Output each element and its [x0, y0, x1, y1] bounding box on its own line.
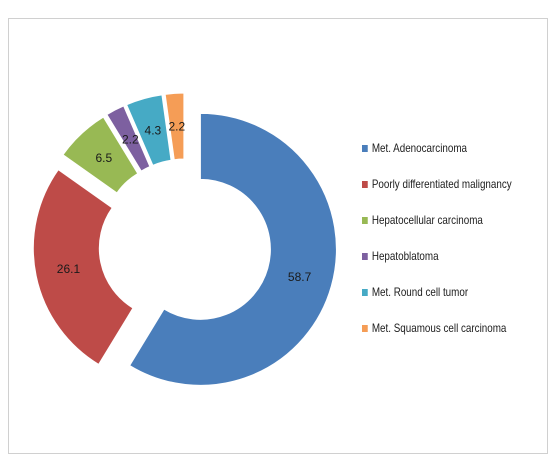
- slice-met-adenocarcinoma: [129, 112, 337, 386]
- legend-item-hepatoblatoma: Hepatoblatoma: [362, 238, 512, 274]
- legend-swatch: [362, 288, 368, 296]
- data-label-hepatocellular-carcinoma: 6.5: [95, 151, 112, 165]
- legend-item-met-squamous-cell-carcinoma: Met. Squamous cell carcinoma: [362, 310, 512, 346]
- legend-label: Hepatocellular carcinoma: [371, 213, 483, 227]
- legend-label: Poorly differentiated malignancy: [371, 177, 512, 191]
- legend-item-poorly-differentiated-malignancy: Poorly differentiated malignancy: [362, 166, 512, 202]
- data-label-poorly-differentiated-malignancy: 26.1: [57, 262, 81, 276]
- legend-swatch: [362, 180, 368, 188]
- legend-label: Hepatoblatoma: [371, 249, 439, 263]
- legend-swatch: [362, 144, 368, 152]
- slice-hepatocellular-carcinoma: [62, 116, 139, 194]
- slice-poorly-differentiated-malignancy: [32, 168, 134, 366]
- legend-label: Met. Adenocarcinoma: [371, 141, 468, 155]
- slice-hepatoblatoma: [106, 105, 151, 172]
- chart-legend: Met. Adenocarcinoma Poorly differentiated…: [362, 130, 545, 346]
- data-label-met-squamous-cell-carcinoma: 2.2: [168, 119, 185, 133]
- data-label-met-round-cell-tumor: 4.3: [145, 123, 162, 137]
- legend-item-met-round-cell-tumor: Met. Round cell tumor: [362, 274, 512, 310]
- data-label-met-adenocarcinoma: 58.7: [288, 270, 312, 284]
- legend-label: Met. Round cell tumor: [371, 285, 469, 299]
- slice-met-round-cell-tumor: [126, 94, 172, 167]
- legend-swatch: [362, 216, 368, 224]
- data-label-hepatoblatoma: 2.2: [122, 132, 139, 146]
- legend-item-met-adenocarcinoma: Met. Adenocarcinoma: [362, 130, 512, 166]
- slice-met-squamous-cell-carcinoma: [164, 92, 185, 161]
- legend-label: Met. Squamous cell carcinoma: [371, 321, 507, 335]
- legend-swatch: [362, 324, 368, 332]
- legend-swatch: [362, 252, 368, 260]
- legend-item-hepatocellular-carcinoma: Hepatocellular carcinoma: [362, 202, 512, 238]
